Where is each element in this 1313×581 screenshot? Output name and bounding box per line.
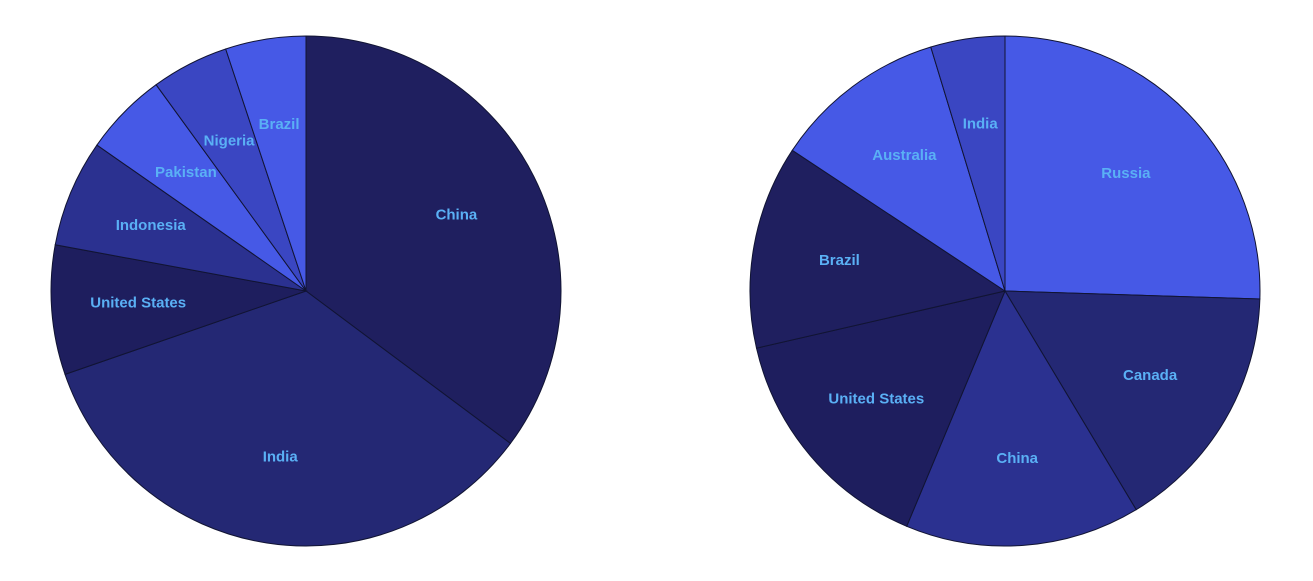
pie-chart-right: Russia Canada China United States Brazil Aust… [749,35,1261,547]
pie-slice-brazil [225,35,307,292]
pie-slice-india [64,290,512,547]
slice-label-india: India [263,448,299,465]
slice-label-brazil: Brazil [259,116,300,133]
pie-slice-indonesia [54,144,307,292]
pie-slice-australia [791,46,1006,293]
pie-slice-united-states [50,244,308,375]
slice-label-united-states: United States [828,390,924,407]
pie-slice-china [906,289,1137,547]
pie-slice-india [930,35,1006,292]
pie-slice-united-states [755,290,1006,527]
pie-slice-china [305,35,562,445]
slice-label-united-states: United States [90,295,186,312]
pie-chart-left: China India United States Indonesia Pakistan… [50,35,562,547]
pie-slice-canada [1004,290,1261,511]
slice-label-india: India [963,115,999,132]
slice-label-australia: Australia [872,147,937,164]
slice-label-brazil: Brazil [819,252,860,269]
slice-label-pakistan: Pakistan [155,164,217,181]
slice-label-nigeria: Nigeria [204,132,256,149]
pie-slice-russia [1004,35,1261,300]
slice-label-china: China [436,206,478,223]
slice-label-china: China [996,450,1038,467]
slice-label-canada: Canada [1123,367,1178,384]
slice-label-russia: Russia [1101,165,1151,182]
pie-slice-brazil [749,149,1007,349]
slice-label-indonesia: Indonesia [116,217,187,234]
